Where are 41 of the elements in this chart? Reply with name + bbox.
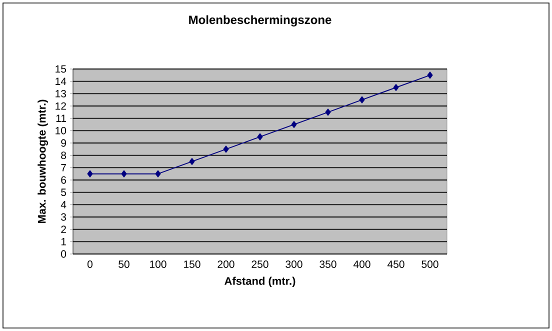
point [223,146,229,153]
y-tick-label: 12 [56,102,66,110]
y-tick-label: 5 [61,188,66,196]
point [291,121,297,128]
point [359,96,365,104]
point [121,170,127,178]
point [325,108,331,116]
y-tick-label: 6 [61,176,66,184]
x-tick-label: 250 [252,260,268,268]
x-tick-label: 50 [118,260,130,268]
x-tick-label: 450 [387,260,404,268]
x-tick-label: 150 [184,260,200,268]
x-tick-label: 400 [353,260,370,268]
y-tick-label: 8 [61,152,66,160]
y-tick-label: 0 [61,250,66,258]
x-axis-title: Afstand (mtr.) [224,276,296,288]
x-tick-label: 200 [218,260,234,268]
point [155,170,161,178]
x-tick-label: 500 [422,260,438,268]
point [189,158,195,165]
y-tick-label: 15 [56,65,66,73]
point [87,170,93,178]
point [393,84,399,91]
x-tick-label: 0 [87,260,93,268]
x-tick-label: 100 [150,260,166,268]
point [257,133,263,140]
y-tick-label: 4 [60,201,66,208]
point [427,72,433,79]
y-tick-label: 10 [56,126,66,134]
y-tick-label: 14 [56,78,66,85]
y-tick-label: 1 [61,238,66,246]
y-axis-title: Max. bouwhoogte (mtr.) [38,100,48,223]
x-tick-label: 350 [320,260,336,268]
x-tick-label: 300 [286,260,302,268]
y-tick-label: 2 [61,226,66,233]
y-tick-label: 7 [61,164,66,172]
y-tick-label: 11 [56,114,66,122]
y-tick-label: 13 [56,90,66,98]
y-tick-label: 9 [61,139,66,147]
chart-title: Molenbeschermingszone [189,15,332,27]
y-tick-label: 3 [61,213,66,221]
